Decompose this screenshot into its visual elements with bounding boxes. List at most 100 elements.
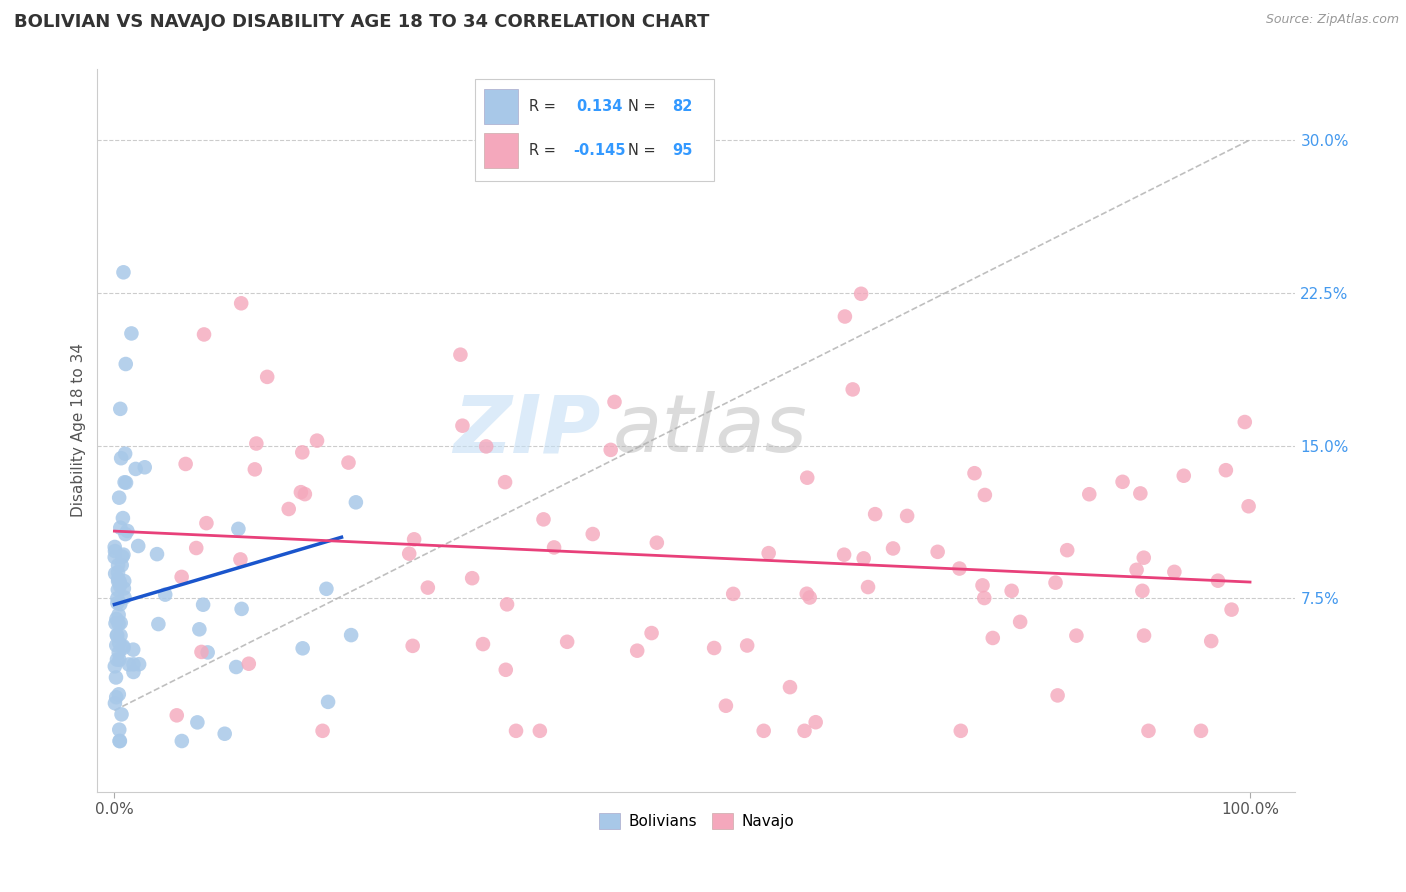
Point bbox=[228, 522, 250, 536]
Point bbox=[721, 587, 744, 601]
Bar bbox=[484, 89, 517, 124]
Point bbox=[1129, 486, 1152, 500]
Point bbox=[256, 370, 278, 384]
Text: 0.134: 0.134 bbox=[576, 99, 623, 114]
Point bbox=[311, 723, 333, 738]
Point bbox=[449, 348, 471, 362]
Point bbox=[108, 491, 131, 505]
Point bbox=[703, 640, 725, 655]
Point bbox=[107, 582, 129, 597]
Point bbox=[214, 727, 236, 741]
Point bbox=[1137, 723, 1160, 738]
Point bbox=[1132, 583, 1154, 598]
Point bbox=[1173, 468, 1195, 483]
Point bbox=[852, 551, 875, 566]
Point bbox=[495, 663, 517, 677]
Point bbox=[193, 327, 215, 342]
Point bbox=[107, 558, 129, 573]
Point bbox=[582, 527, 605, 541]
Point bbox=[105, 628, 128, 642]
Point bbox=[640, 626, 662, 640]
Point bbox=[555, 635, 578, 649]
Point bbox=[316, 695, 339, 709]
Text: N =: N = bbox=[628, 143, 661, 158]
Text: 82: 82 bbox=[672, 99, 693, 114]
Point bbox=[195, 516, 218, 530]
Point bbox=[110, 451, 132, 466]
Point bbox=[1056, 543, 1078, 558]
Point bbox=[238, 657, 260, 671]
Point bbox=[122, 665, 145, 679]
Point bbox=[122, 657, 145, 672]
Text: atlas: atlas bbox=[613, 392, 807, 469]
Point bbox=[735, 639, 758, 653]
Point bbox=[186, 715, 208, 730]
Point bbox=[896, 508, 918, 523]
Y-axis label: Disability Age 18 to 34: Disability Age 18 to 34 bbox=[72, 343, 86, 517]
Point bbox=[294, 487, 316, 501]
Point bbox=[117, 524, 139, 538]
Point bbox=[107, 616, 129, 631]
Point bbox=[799, 591, 821, 605]
Point bbox=[1237, 500, 1260, 514]
Point bbox=[112, 265, 135, 279]
Point bbox=[110, 615, 132, 630]
Point bbox=[155, 588, 177, 602]
Point bbox=[190, 645, 212, 659]
Point bbox=[104, 670, 127, 684]
Point bbox=[475, 439, 498, 453]
Point bbox=[1220, 602, 1243, 616]
Point bbox=[104, 540, 127, 554]
Point bbox=[111, 549, 134, 564]
Point bbox=[114, 475, 136, 490]
Point bbox=[1215, 463, 1237, 477]
Point bbox=[245, 436, 267, 450]
Point bbox=[107, 574, 129, 589]
Point bbox=[496, 598, 519, 612]
Point bbox=[863, 507, 886, 521]
Point bbox=[118, 657, 141, 672]
Text: -0.145: -0.145 bbox=[574, 143, 626, 158]
Text: ZIP: ZIP bbox=[453, 392, 600, 469]
Point bbox=[110, 401, 132, 416]
Point bbox=[105, 612, 128, 626]
Point bbox=[645, 535, 668, 549]
Point bbox=[112, 548, 135, 562]
Point bbox=[1111, 475, 1133, 489]
Text: Source: ZipAtlas.com: Source: ZipAtlas.com bbox=[1265, 13, 1399, 27]
Point bbox=[315, 582, 337, 596]
Point bbox=[197, 645, 219, 659]
Point bbox=[949, 723, 972, 738]
Point bbox=[793, 723, 815, 738]
Point bbox=[107, 687, 129, 701]
Bar bbox=[484, 133, 517, 168]
Point bbox=[114, 591, 136, 605]
Point bbox=[1133, 629, 1156, 643]
Point bbox=[461, 571, 484, 585]
Point bbox=[603, 395, 626, 409]
Point bbox=[599, 442, 621, 457]
Point bbox=[472, 637, 495, 651]
Point bbox=[1046, 689, 1069, 703]
Point bbox=[112, 639, 135, 653]
FancyBboxPatch shape bbox=[475, 79, 714, 181]
Point bbox=[105, 652, 128, 666]
Point bbox=[533, 512, 555, 526]
Point bbox=[626, 643, 648, 657]
Point bbox=[104, 544, 127, 558]
Point bbox=[107, 646, 129, 660]
Point bbox=[505, 723, 527, 738]
Point bbox=[170, 734, 193, 748]
Point bbox=[120, 326, 142, 341]
Point bbox=[105, 628, 128, 642]
Point bbox=[714, 698, 737, 713]
Point bbox=[344, 495, 367, 509]
Point bbox=[1163, 565, 1185, 579]
Point bbox=[174, 457, 197, 471]
Point bbox=[963, 467, 986, 481]
Point bbox=[277, 502, 299, 516]
Point bbox=[973, 591, 995, 605]
Point bbox=[948, 561, 970, 575]
Point bbox=[104, 659, 127, 673]
Point bbox=[1199, 634, 1222, 648]
